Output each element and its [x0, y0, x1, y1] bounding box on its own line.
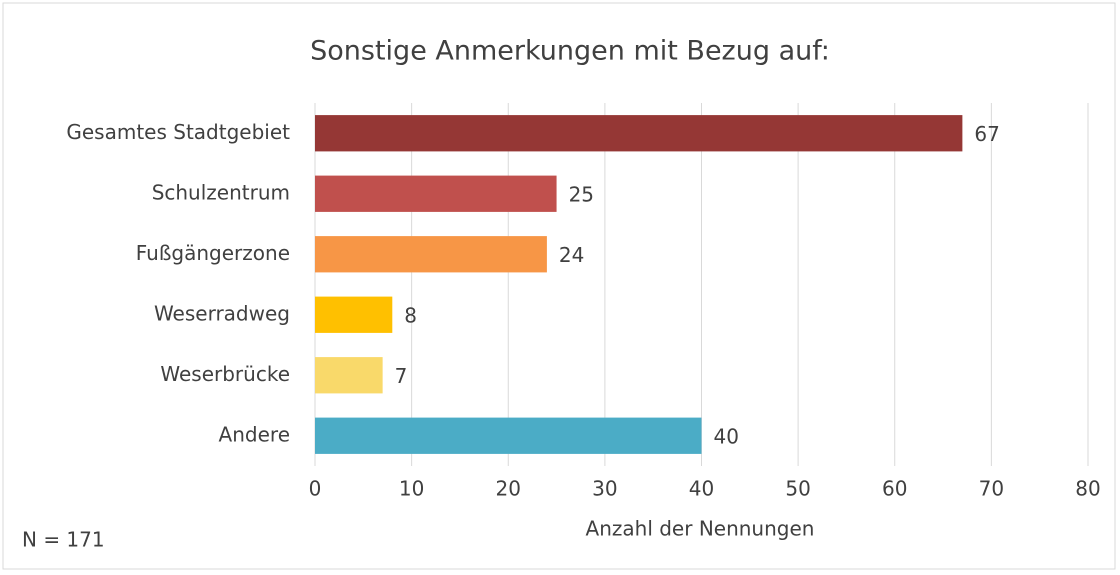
- x-tick-label: 50: [785, 477, 810, 501]
- y-tick-label: Weserbrücke: [160, 362, 290, 386]
- x-axis-label: Anzahl der Nennungen: [586, 517, 815, 541]
- annotation: N = 171: [22, 528, 105, 552]
- x-tick-label: 70: [979, 477, 1004, 501]
- x-tick-label: 20: [496, 477, 521, 501]
- x-tick-label: 80: [1075, 477, 1100, 501]
- data-label: 25: [569, 182, 594, 206]
- x-tick-label: 10: [399, 477, 424, 501]
- data-label: 67: [974, 122, 999, 146]
- y-tick-label: Gesamtes Stadtgebiet: [66, 120, 290, 144]
- x-tick-label: 40: [689, 477, 714, 501]
- bar: [315, 417, 702, 454]
- bar: [315, 115, 963, 152]
- x-tick-label: 30: [592, 477, 617, 501]
- y-tick-label: Weserradweg: [154, 301, 290, 325]
- bar: [315, 357, 383, 394]
- data-label: 8: [404, 303, 417, 327]
- bar: [315, 236, 547, 273]
- data-label: 7: [395, 364, 408, 388]
- chart-title: Sonstige Anmerkungen mit Bezug auf:: [310, 36, 830, 67]
- y-tick-label: Andere: [219, 422, 290, 446]
- y-tick-label: Fußgängerzone: [136, 241, 290, 265]
- y-tick-label: Schulzentrum: [152, 180, 290, 204]
- x-tick-label: 60: [882, 477, 907, 501]
- bar: [315, 296, 393, 333]
- x-tick-label: 0: [309, 477, 322, 501]
- data-label: 40: [714, 424, 739, 448]
- bar: [315, 175, 557, 212]
- data-label: 24: [559, 243, 584, 267]
